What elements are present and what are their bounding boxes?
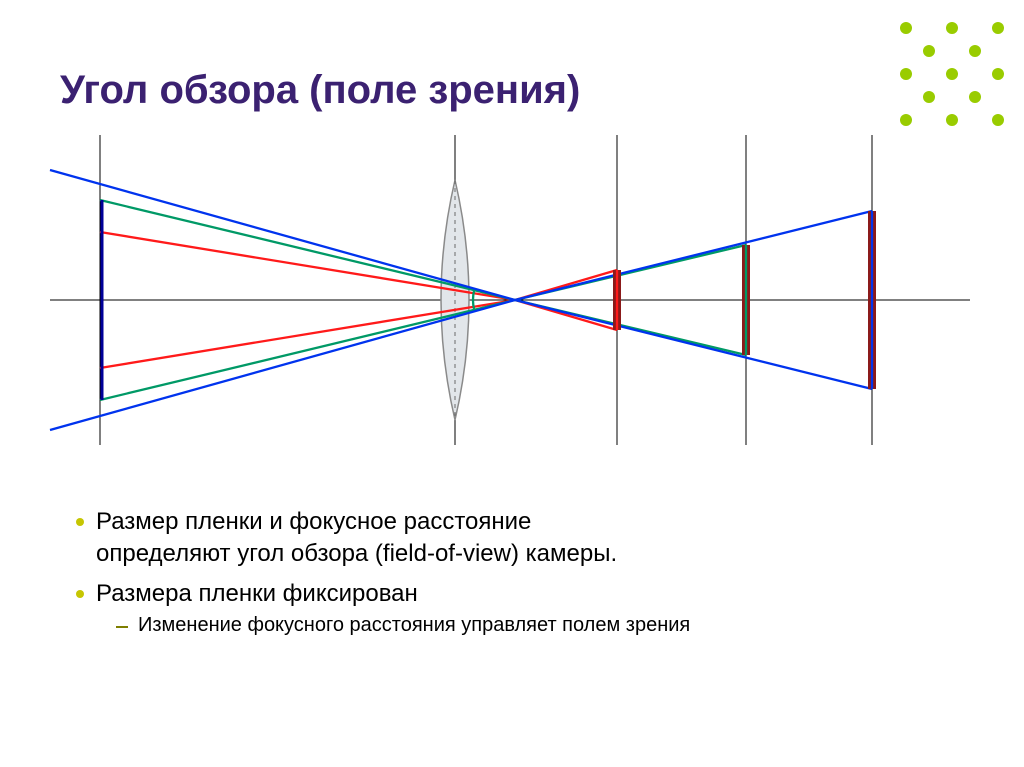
page-title: Угол обзора (поле зрения) [60,68,580,113]
fov-diagram [0,115,1024,465]
decor-dot [969,91,981,103]
decor-dot [946,68,958,80]
sub-bullet: Изменение фокусного расстояния управляет… [138,614,690,637]
decor-dot [946,22,958,34]
decor-dot [923,91,935,103]
bullet-2: Размера пленки фиксирован [96,580,418,608]
decor-dot [900,22,912,34]
decor-dot [992,22,1004,34]
decor-dot [992,68,1004,80]
decor-dot [923,45,935,57]
bullet-dot-2 [76,590,84,598]
bullet-1-line2: определяют угол обзора (field-of-view) к… [96,540,617,568]
sub-bullet-dash [116,626,128,628]
bullet-1-line1: Размер пленки и фокусное расстояние [96,508,531,536]
decor-dot [969,45,981,57]
decor-dot [900,68,912,80]
bullet-dot-1 [76,518,84,526]
